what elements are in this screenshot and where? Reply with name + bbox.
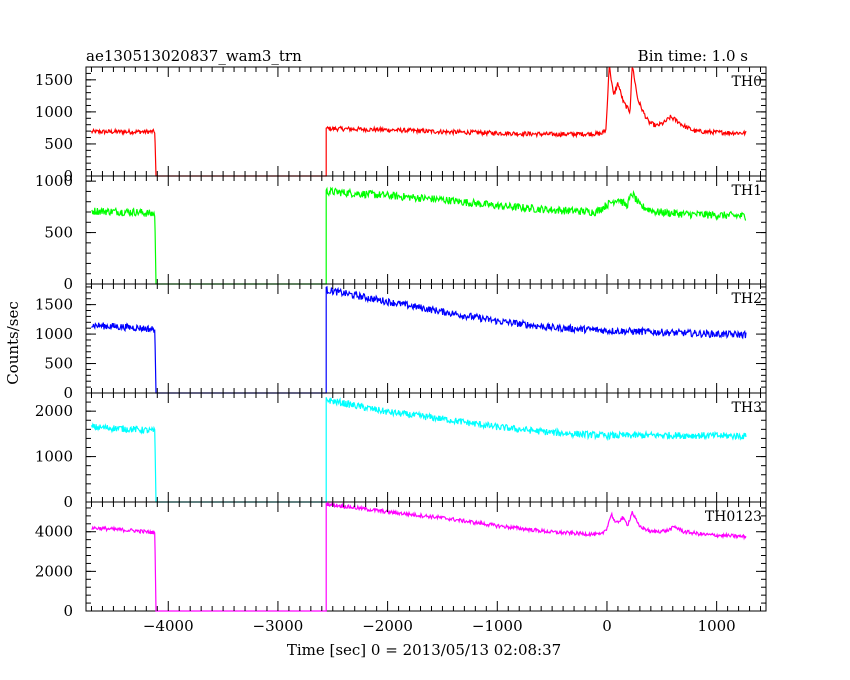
panel-label-th2: TH2: [732, 291, 762, 307]
y-tick-label: 0: [63, 384, 73, 402]
y-tick-label: 500: [44, 355, 73, 373]
y-tick-label: 4000: [35, 523, 73, 541]
panel-label-th0: TH0: [732, 74, 762, 90]
panels-group: 0 500 1000 1500 TH0 0 500 1000 TH1 0 500 1000 1500 TH…: [35, 66, 767, 635]
series-trace-th1: [91, 186, 747, 285]
y-tick-label: 0: [63, 275, 73, 293]
y-tick-label: 500: [44, 135, 73, 153]
panel-label-th3: TH3: [732, 400, 762, 416]
y-tick-label: 2000: [35, 562, 73, 580]
series-trace-th0: [90, 66, 747, 177]
x-tick-label: −1000: [472, 617, 523, 635]
chart-title: ae130513020837_wam3_trn: [86, 47, 302, 65]
panel-frame-th3: [85, 392, 767, 503]
y-tick-label: 0: [63, 602, 73, 620]
x-tick-label: 0: [602, 617, 612, 635]
series-trace-th0123: [91, 501, 747, 612]
x-tick-label: 1000: [698, 617, 736, 635]
y-tick-label: 1000: [35, 103, 73, 121]
x-tick-label: −3000: [253, 617, 304, 635]
y-tick-label: 0: [63, 493, 73, 511]
y-tick-label: 1000: [35, 325, 73, 343]
panel-frame-th1: [85, 175, 767, 285]
y-tick-label: 0: [63, 167, 73, 185]
panel-frame-th2: [85, 283, 767, 394]
y-tick-label: 1000: [35, 448, 73, 466]
series-trace-th2: [91, 285, 747, 394]
y-tick-label: 1500: [35, 71, 73, 89]
x-tick-label: −2000: [362, 617, 413, 635]
y-tick-label: 1000: [35, 172, 73, 190]
x-tick-label: −4000: [143, 617, 194, 635]
y-tick-label: 2000: [35, 402, 73, 420]
bin-time-label: Bin time: 1.0 s: [638, 47, 748, 65]
panel-label-th1: TH1: [732, 183, 762, 199]
y-tick-label: 500: [44, 224, 73, 242]
series-trace-th3: [90, 397, 747, 503]
y-tick-label: 1500: [35, 296, 73, 314]
y-axis-title: Counts/sec: [4, 301, 22, 385]
panel-frame-th0123: [85, 501, 767, 612]
panel-label-th0123: TH0123: [705, 509, 762, 525]
x-axis-title: Time [sec] 0 = 2013/05/13 02:08:37: [287, 641, 561, 659]
